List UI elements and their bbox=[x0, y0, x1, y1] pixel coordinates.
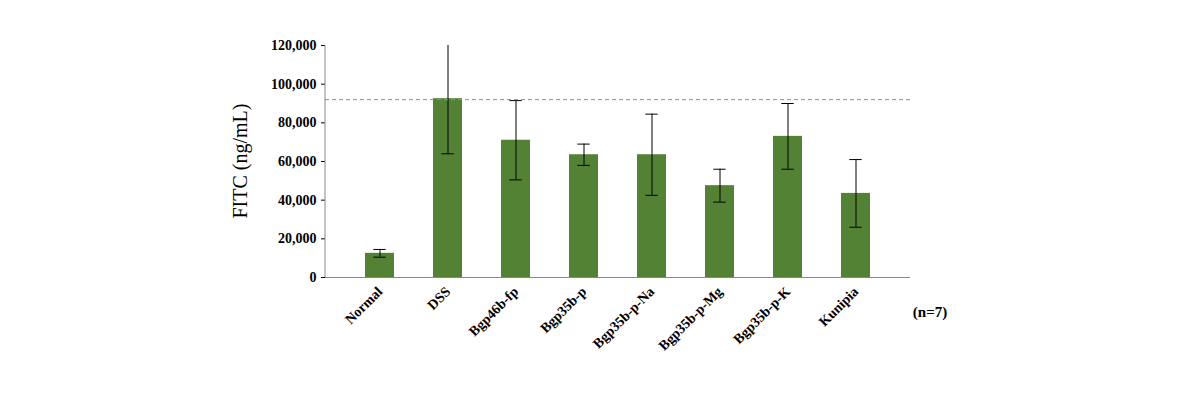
svg-text:40,000: 40,000 bbox=[278, 193, 317, 208]
svg-text:120,000: 120,000 bbox=[271, 38, 317, 53]
svg-text:100,000: 100,000 bbox=[271, 77, 317, 92]
svg-text:FITC (ng/mL): FITC (ng/mL) bbox=[229, 104, 252, 219]
svg-text:Bgp35b-p-K: Bgp35b-p-K bbox=[730, 284, 793, 347]
svg-text:20,000: 20,000 bbox=[278, 231, 317, 246]
svg-text:0: 0 bbox=[310, 270, 317, 285]
svg-text:Kunipia: Kunipia bbox=[816, 284, 861, 329]
svg-text:DSS: DSS bbox=[425, 284, 454, 313]
svg-text:Bgp35b-p-Na: Bgp35b-p-Na bbox=[590, 284, 657, 351]
svg-text:80,000: 80,000 bbox=[278, 115, 317, 130]
svg-text:Bgp35b-p: Bgp35b-p bbox=[537, 284, 589, 336]
svg-text:(n=7): (n=7) bbox=[913, 304, 947, 321]
svg-text:Normal: Normal bbox=[342, 284, 385, 327]
svg-text:60,000: 60,000 bbox=[278, 154, 317, 169]
svg-text:Bgp46b-fp: Bgp46b-fp bbox=[466, 284, 521, 339]
svg-text:Bgp35b-p-Mg: Bgp35b-p-Mg bbox=[656, 284, 725, 353]
